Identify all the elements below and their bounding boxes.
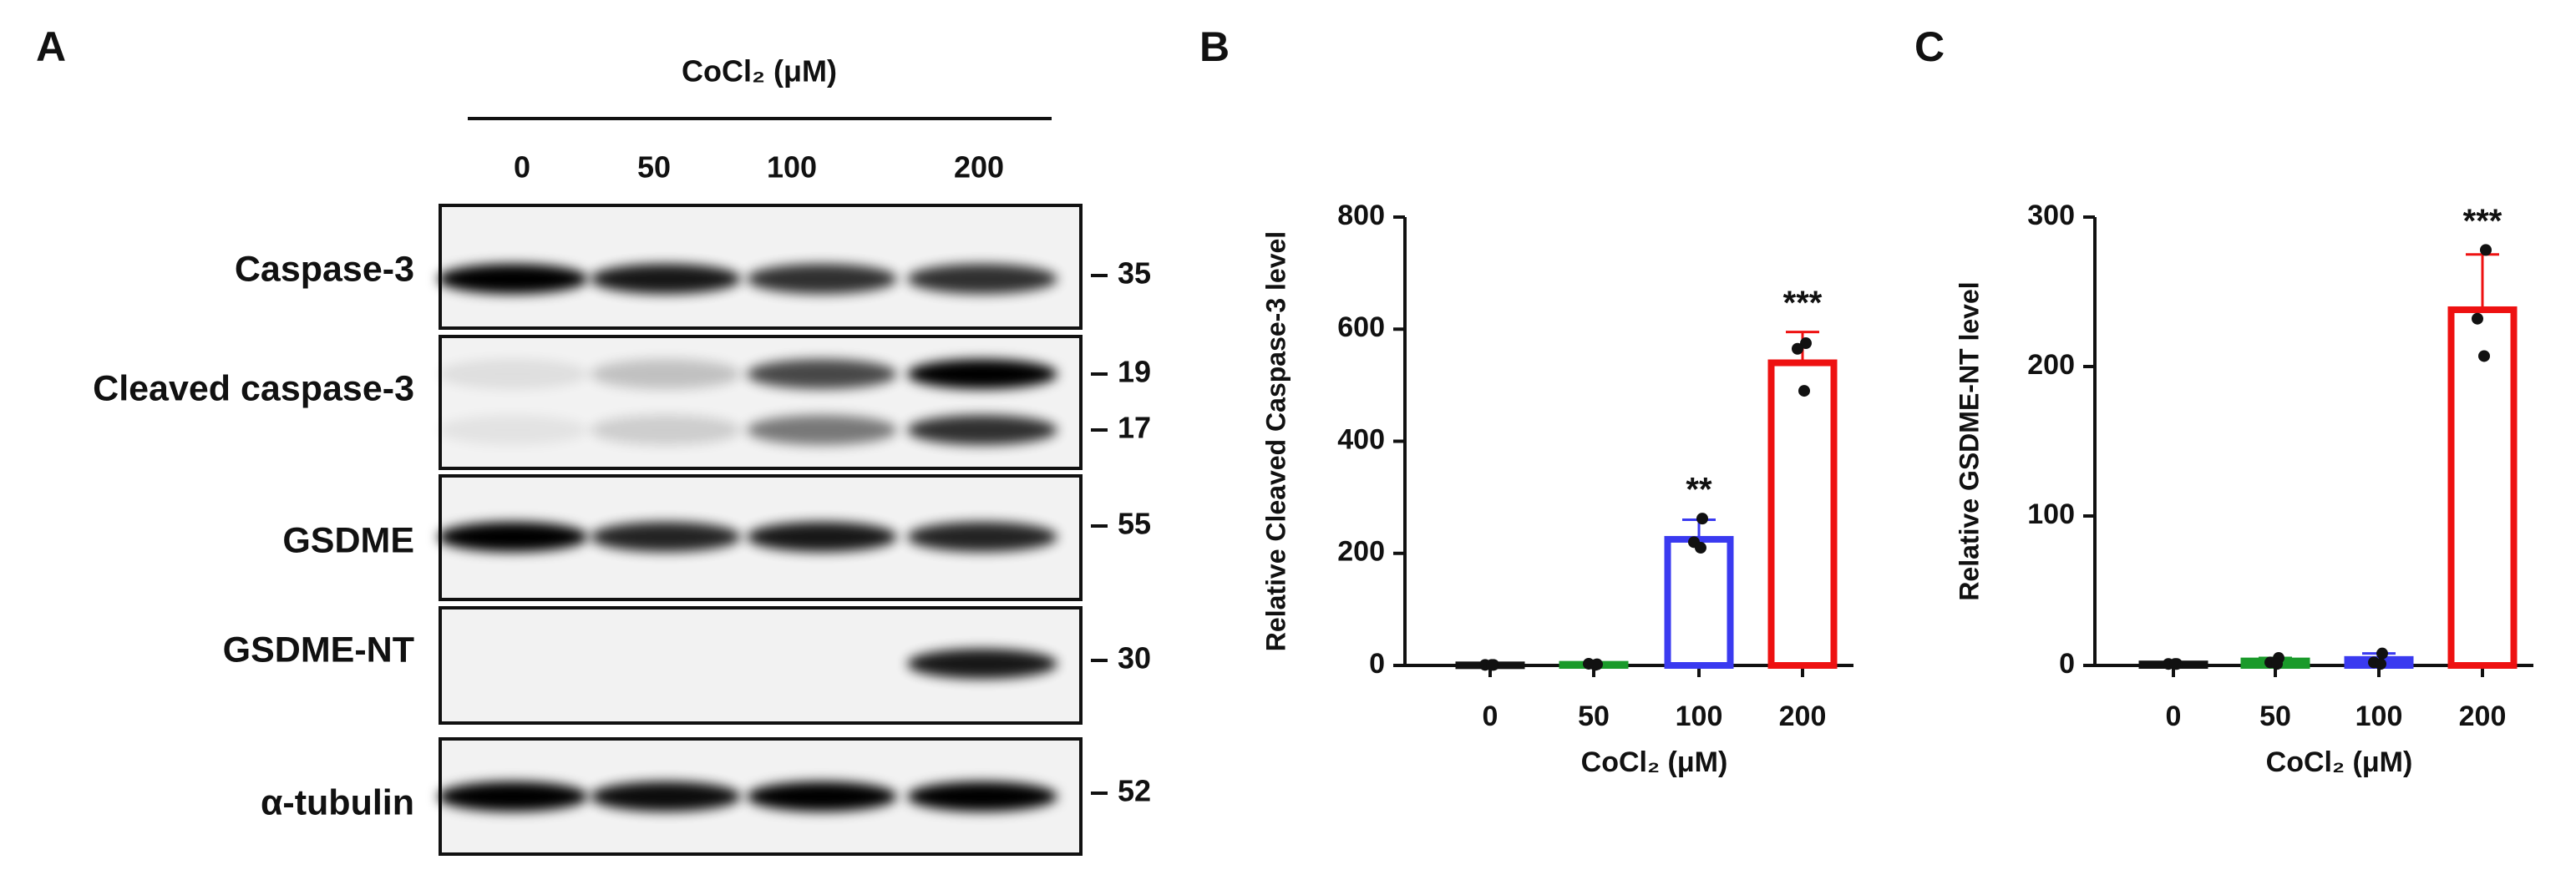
y-tick-label: 0 <box>2059 648 2075 680</box>
band <box>907 522 1057 552</box>
significance: ** <box>1686 472 1712 508</box>
band <box>438 781 588 812</box>
significance: *** <box>1783 285 1823 321</box>
lane-label: 50 <box>637 150 671 185</box>
band <box>438 359 588 389</box>
x-tick-label: 0 <box>1483 701 1498 732</box>
y-tick-label: 300 <box>2027 200 2075 231</box>
row-label: α-tubulin <box>261 782 414 822</box>
data-point <box>1696 513 1708 525</box>
bar <box>1767 359 1838 669</box>
marker-label: 55 <box>1118 507 1151 541</box>
x-tick-label: 0 <box>2166 701 2182 732</box>
marker-label: 35 <box>1118 256 1151 291</box>
y-axis-label: Relative GSDME-NT level <box>1954 281 1984 600</box>
y-tick-label: 100 <box>2027 498 2075 530</box>
lane-label: 100 <box>767 150 817 185</box>
marker-label: 19 <box>1118 355 1151 389</box>
marker-label: 17 <box>1118 411 1151 445</box>
band <box>747 359 897 389</box>
data-point <box>2376 647 2388 660</box>
data-point <box>2169 658 2181 670</box>
band <box>591 264 741 294</box>
x-tick-label: 200 <box>2459 701 2507 732</box>
y-tick-label: 0 <box>1369 648 1385 680</box>
band <box>591 415 741 445</box>
band <box>907 359 1057 389</box>
blot-header: CoCl₂ (μM) <box>682 54 837 89</box>
data-point <box>1792 342 1803 355</box>
band <box>747 522 897 552</box>
x-tick-label: 50 <box>1578 701 1610 732</box>
band <box>747 415 897 445</box>
data-point <box>2375 658 2386 670</box>
data-point <box>1800 337 1812 350</box>
row-label: Cleaved caspase-3 <box>93 368 414 408</box>
panel-label: C <box>1914 23 1945 70</box>
bar <box>2447 306 2518 669</box>
band <box>747 781 897 812</box>
band <box>907 781 1057 812</box>
x-tick-label: 100 <box>1676 701 1723 732</box>
row-label: Caspase-3 <box>235 249 414 289</box>
x-axis-label: CoCl₂ (μM) <box>2266 746 2413 778</box>
band <box>747 264 897 294</box>
y-tick-label: 200 <box>2027 349 2075 381</box>
data-point <box>2472 312 2483 325</box>
marker-label: 30 <box>1118 641 1151 675</box>
band <box>438 522 588 552</box>
band <box>907 264 1057 294</box>
band <box>438 415 588 445</box>
band <box>591 781 741 812</box>
marker-label: 52 <box>1118 774 1151 808</box>
y-tick-label: 600 <box>1337 311 1385 343</box>
data-point <box>1798 385 1810 397</box>
y-tick-label: 200 <box>1337 536 1385 568</box>
data-point <box>2480 244 2492 256</box>
row-label: GSDME <box>282 520 414 560</box>
band <box>438 264 588 294</box>
x-tick-label: 50 <box>2259 701 2291 732</box>
lane-label: 0 <box>514 150 530 185</box>
row-label: GSDME-NT <box>223 630 414 670</box>
x-axis-label: CoCl₂ (μM) <box>1581 746 1728 778</box>
panel-label: A <box>36 23 66 70</box>
y-axis-label: Relative Cleaved Caspase-3 level <box>1260 231 1291 651</box>
bar <box>1664 535 1734 669</box>
significance: *** <box>2463 203 2502 240</box>
x-tick-label: 200 <box>1779 701 1827 732</box>
data-point <box>2271 658 2283 670</box>
data-point <box>2478 350 2490 362</box>
band <box>591 359 741 389</box>
panel-label: B <box>1199 23 1230 70</box>
y-tick-label: 800 <box>1337 200 1385 231</box>
data-point <box>1695 542 1706 554</box>
lane-label: 200 <box>954 150 1004 185</box>
band <box>591 522 741 552</box>
x-tick-label: 100 <box>2355 701 2403 732</box>
band <box>907 415 1057 445</box>
y-tick-label: 400 <box>1337 423 1385 455</box>
band <box>907 649 1057 679</box>
blot-membrane <box>439 335 1083 470</box>
data-point <box>1486 659 1498 671</box>
data-point <box>1590 659 1601 671</box>
